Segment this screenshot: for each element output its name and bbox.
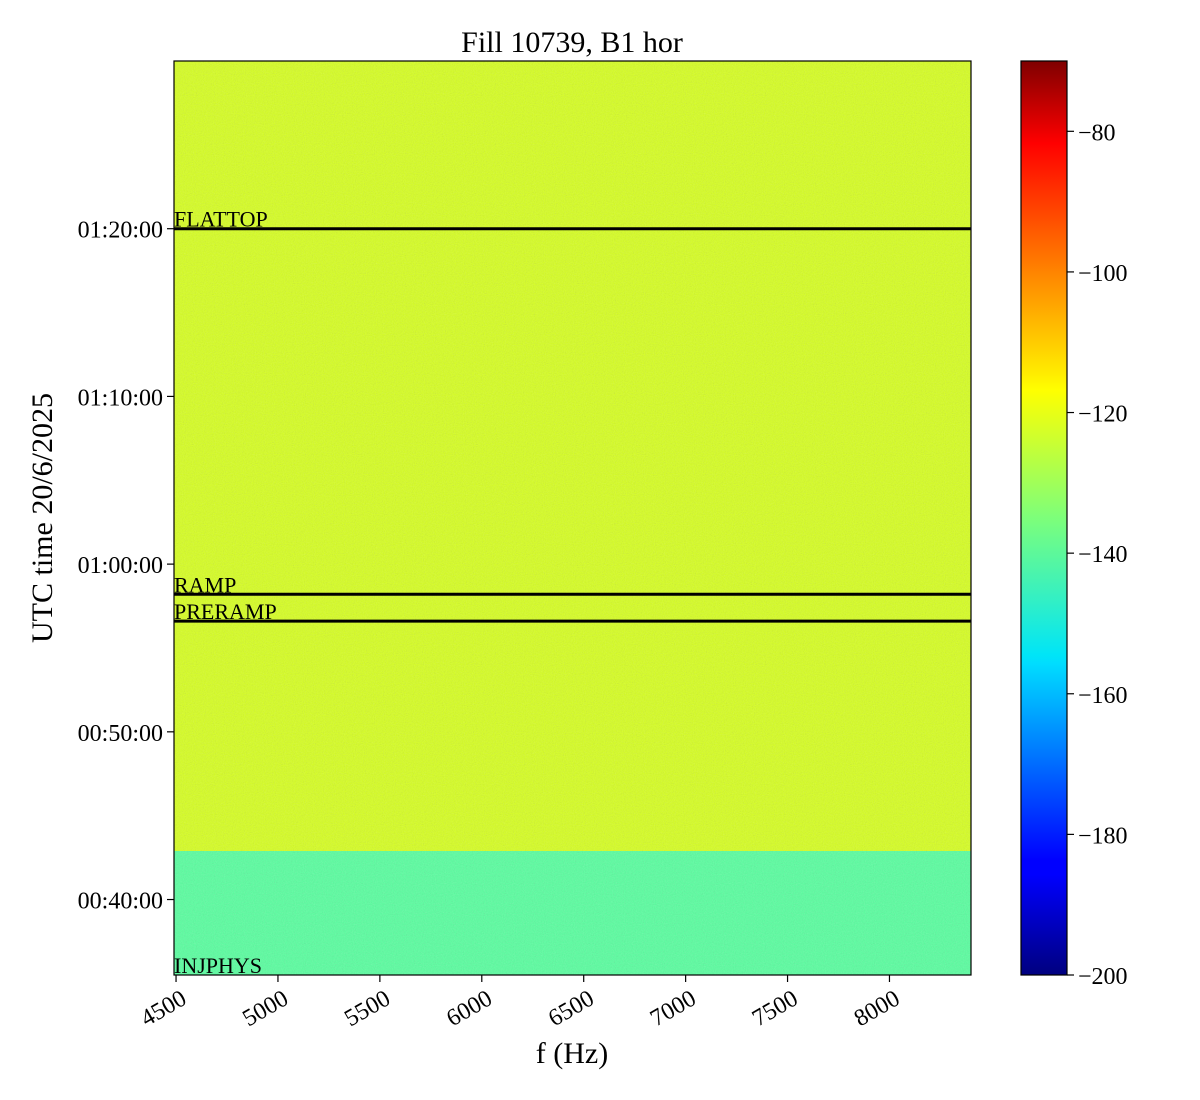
- chart-title: Fill 10739, B1 hor: [461, 26, 683, 59]
- x-tick-label: 6500: [544, 986, 599, 1033]
- x-tick-label: 7000: [646, 986, 701, 1033]
- x-tick-label: 7500: [748, 986, 803, 1033]
- colorbar-tick-label: −160: [1078, 683, 1128, 709]
- x-axis-ticks: 4500 5000 5500 6000 6500 7000 7500 8000: [136, 975, 904, 1032]
- y-tick-label: 00:50:00: [78, 721, 163, 747]
- spectrogram-noise: [174, 61, 971, 975]
- x-tick-label: 4500: [136, 986, 191, 1033]
- x-tick-label: 5500: [340, 986, 395, 1033]
- marker-label: INJPHYS: [174, 953, 262, 978]
- marker-label: PRERAMP: [174, 599, 277, 624]
- y-tick-label: 01:00:00: [78, 553, 163, 579]
- colorbar-tick-label: −140: [1078, 542, 1128, 568]
- plot-frame: [173, 60, 972, 976]
- colorbar-tick-label: −200: [1078, 964, 1128, 990]
- colorbar-ticks: −200 −180 −160 −140 −120 −100 −80: [1067, 120, 1128, 990]
- x-tick-label: 5000: [238, 986, 293, 1033]
- marker-label: FLATTOP: [174, 207, 268, 232]
- marker-label: RAMP: [174, 572, 236, 597]
- colorbar-tick-label: −120: [1078, 402, 1128, 428]
- colorbar: [1020, 60, 1068, 976]
- y-tick-label: 01:10:00: [78, 385, 163, 411]
- y-tick-label: 00:40:00: [78, 889, 163, 915]
- colorbar-tick-label: −100: [1078, 261, 1128, 287]
- colorbar-tick-label: −180: [1078, 823, 1128, 849]
- y-axis-ticks: 00:40:00 00:50:00 01:00:00 01:10:00 01:20:00: [78, 218, 174, 915]
- y-axis-label: UTC time 20/6/2025: [26, 393, 59, 643]
- x-tick-label: 6000: [442, 986, 497, 1033]
- colorbar-tick-label: −80: [1078, 120, 1116, 146]
- x-axis-label: f (Hz): [536, 1037, 608, 1070]
- y-tick-label: 01:20:00: [78, 218, 163, 244]
- x-tick-label: 8000: [850, 986, 905, 1033]
